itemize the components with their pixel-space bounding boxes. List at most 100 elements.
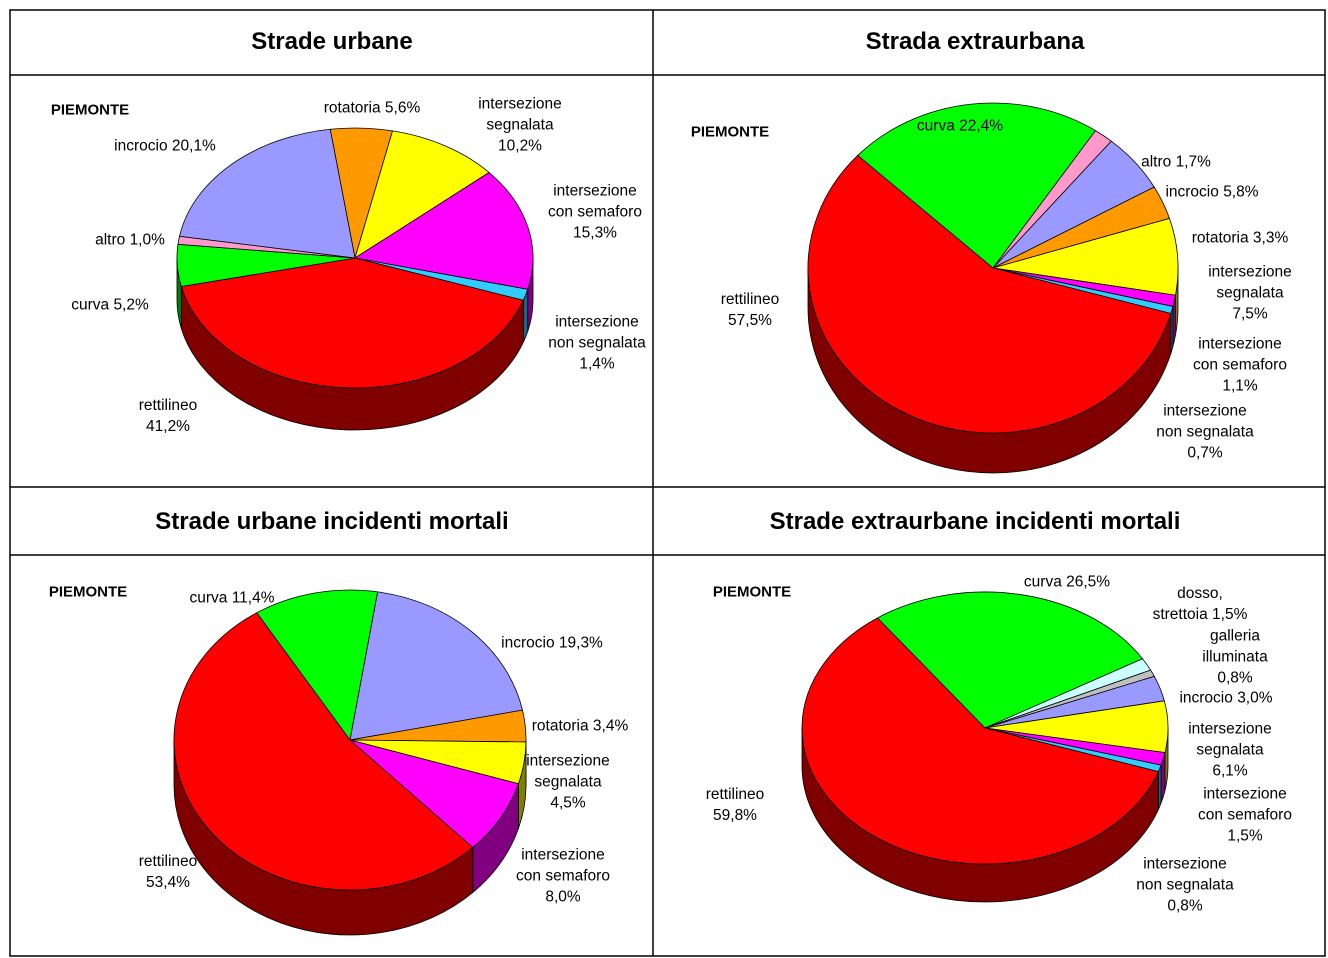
slice-label: intersezione non segnalata 0,7%	[1150, 401, 1260, 464]
chart-title: Strada extraurbana	[865, 28, 1085, 55]
slice-label: curva 11,4%	[172, 588, 292, 609]
pie-slice	[354, 130, 490, 259]
pie-slice	[173, 612, 474, 891]
pie-slice	[180, 257, 524, 389]
slice-label: altro 1,0%	[70, 230, 190, 251]
slice-label: curva 22,4%	[880, 116, 1040, 137]
slice-label: intersezione con semaforo 1,5%	[1190, 784, 1300, 847]
slice-category: incrocio	[501, 634, 555, 652]
pie-slice	[256, 589, 379, 741]
slice-label: dosso, strettoia 1,5%	[1153, 583, 1248, 625]
slice-label: rettilineo 41,2%	[108, 395, 228, 437]
slice-value-label: 1,7%	[1175, 153, 1211, 171]
slice-label: intersezione segnalata 6,1%	[1175, 719, 1285, 782]
slice-category: intersezione segnalata	[1188, 720, 1272, 759]
slice-value-label: 1,5%	[1227, 827, 1263, 845]
slice-label: rettilineo 59,8%	[675, 784, 795, 826]
slice-value-label: 5,8%	[1223, 183, 1259, 201]
slice-category: intersezione non segnalata	[1136, 855, 1234, 894]
slice-value-label: 59,8%	[713, 807, 757, 824]
slice-category: curva	[916, 117, 955, 135]
chart-subtitle: PIEMONTE	[712, 583, 792, 601]
slice-value-label: 41,2%	[146, 418, 190, 435]
slice-value-label: 53,4%	[146, 874, 190, 891]
slice-category: rettilineo	[705, 786, 765, 803]
slice-value-label: 26,5%	[1066, 573, 1111, 591]
slice-value-label: 5,2%	[113, 296, 149, 314]
slice-value-label: 1,1%	[1222, 377, 1258, 395]
slice-label: curva 26,5%	[997, 572, 1137, 593]
slice-category: intersezione con semaforo	[1198, 785, 1292, 824]
pie-slice	[349, 739, 519, 848]
slice-side	[1157, 764, 1162, 810]
chart-title: Strade extraurbane incidenti mortali	[769, 508, 1181, 535]
pie-slice	[857, 102, 1097, 269]
slice-value-label: 15,3%	[573, 224, 617, 242]
slice-label: incrocio 3,0%	[1156, 688, 1296, 709]
chart-title: Strade urbane incidenti mortali	[155, 508, 509, 535]
chart-title: Strade urbane	[251, 28, 413, 55]
slice-label: altro 1,7%	[1116, 152, 1236, 173]
slice-category: intersezione segnalata	[526, 752, 610, 791]
slice-label: intersezione segnalata 4,5%	[513, 751, 623, 814]
slice-label: intersezione con semaforo 1,1%	[1185, 334, 1295, 397]
chart-subtitle: PIEMONTE	[50, 101, 130, 119]
slice-value-label: 7,5%	[1232, 305, 1268, 323]
slice-label: incrocio 20,1%	[85, 136, 245, 157]
slice-label: intersezione segnalata 7,5%	[1195, 262, 1305, 325]
slice-label: intersezione con semaforo 15,3%	[540, 181, 650, 244]
slice-category: rotatoria	[323, 99, 381, 117]
table-lines	[9, 9, 1326, 957]
slice-label: intersezione non segnalata 0,8%	[1130, 854, 1240, 917]
slice-category: curva	[71, 296, 110, 314]
slice-category: rettilineo	[720, 291, 780, 308]
slice-label: intersezione segnalata 10,2%	[465, 94, 575, 157]
slice-value-label: 10,2%	[498, 137, 542, 155]
slice-label: rotatoria 3,3%	[1170, 228, 1310, 249]
slice-value-label: 6,1%	[1212, 762, 1248, 780]
slice-category: dosso, strettoia	[1152, 585, 1223, 623]
slice-value-label: 0,8%	[1167, 897, 1203, 915]
slice-value-label: 22,4%	[959, 117, 1004, 135]
pie-slice	[801, 617, 1159, 865]
chart-subtitle: PIEMONTE	[48, 583, 128, 601]
slice-category: intersezione segnalata	[478, 95, 562, 134]
slice-category: rotatoria	[531, 717, 589, 735]
pie-slice	[349, 591, 523, 741]
slice-category: rettilineo	[138, 853, 198, 870]
slice-category: altro	[95, 231, 126, 249]
slice-value-label: 4,5%	[550, 794, 586, 812]
slice-category: curva	[189, 589, 228, 607]
slice-category: altro	[1141, 153, 1172, 171]
slice-value-label: 3,4%	[592, 717, 629, 735]
slice-label: rettilineo 57,5%	[690, 289, 810, 331]
slice-value-label: 0,7%	[1187, 444, 1223, 462]
slice-category: rotatoria	[1191, 229, 1249, 247]
slice-value-label: 11,4%	[231, 589, 275, 607]
slice-category: incrocio	[1179, 689, 1233, 707]
slice-label: rotatoria 3,4%	[510, 716, 650, 737]
slice-category: curva	[1023, 573, 1062, 591]
slice-category: intersezione non segnalata	[1156, 402, 1254, 441]
slice-category: galleria illuminata	[1202, 627, 1268, 666]
slice-value-label: 19,3%	[558, 634, 603, 652]
table-border	[9, 9, 1326, 957]
slice-value-label: 1,0%	[129, 231, 165, 249]
slice-label: rotatoria 5,6%	[292, 98, 452, 119]
slice-value-label: 0,8%	[1217, 669, 1253, 687]
slice-label: incrocio 19,3%	[482, 633, 622, 654]
pie-slice	[179, 128, 356, 259]
slice-value-label: 8,0%	[545, 888, 581, 906]
slice-category: intersezione con semaforo	[548, 182, 642, 221]
slice-category: intersezione con semaforo	[1193, 335, 1287, 374]
slice-label: rettilineo 53,4%	[108, 851, 228, 893]
slice-label: curva 5,2%	[50, 295, 170, 316]
slice-value-label: 1,5%	[1212, 606, 1248, 623]
pie-slice	[807, 154, 1172, 434]
slice-category: intersezione segnalata	[1208, 263, 1292, 302]
slice-category: intersezione con semaforo	[516, 846, 610, 885]
slice-value-label: 3,3%	[1252, 229, 1289, 247]
slice-value-label: 57,5%	[728, 312, 772, 329]
